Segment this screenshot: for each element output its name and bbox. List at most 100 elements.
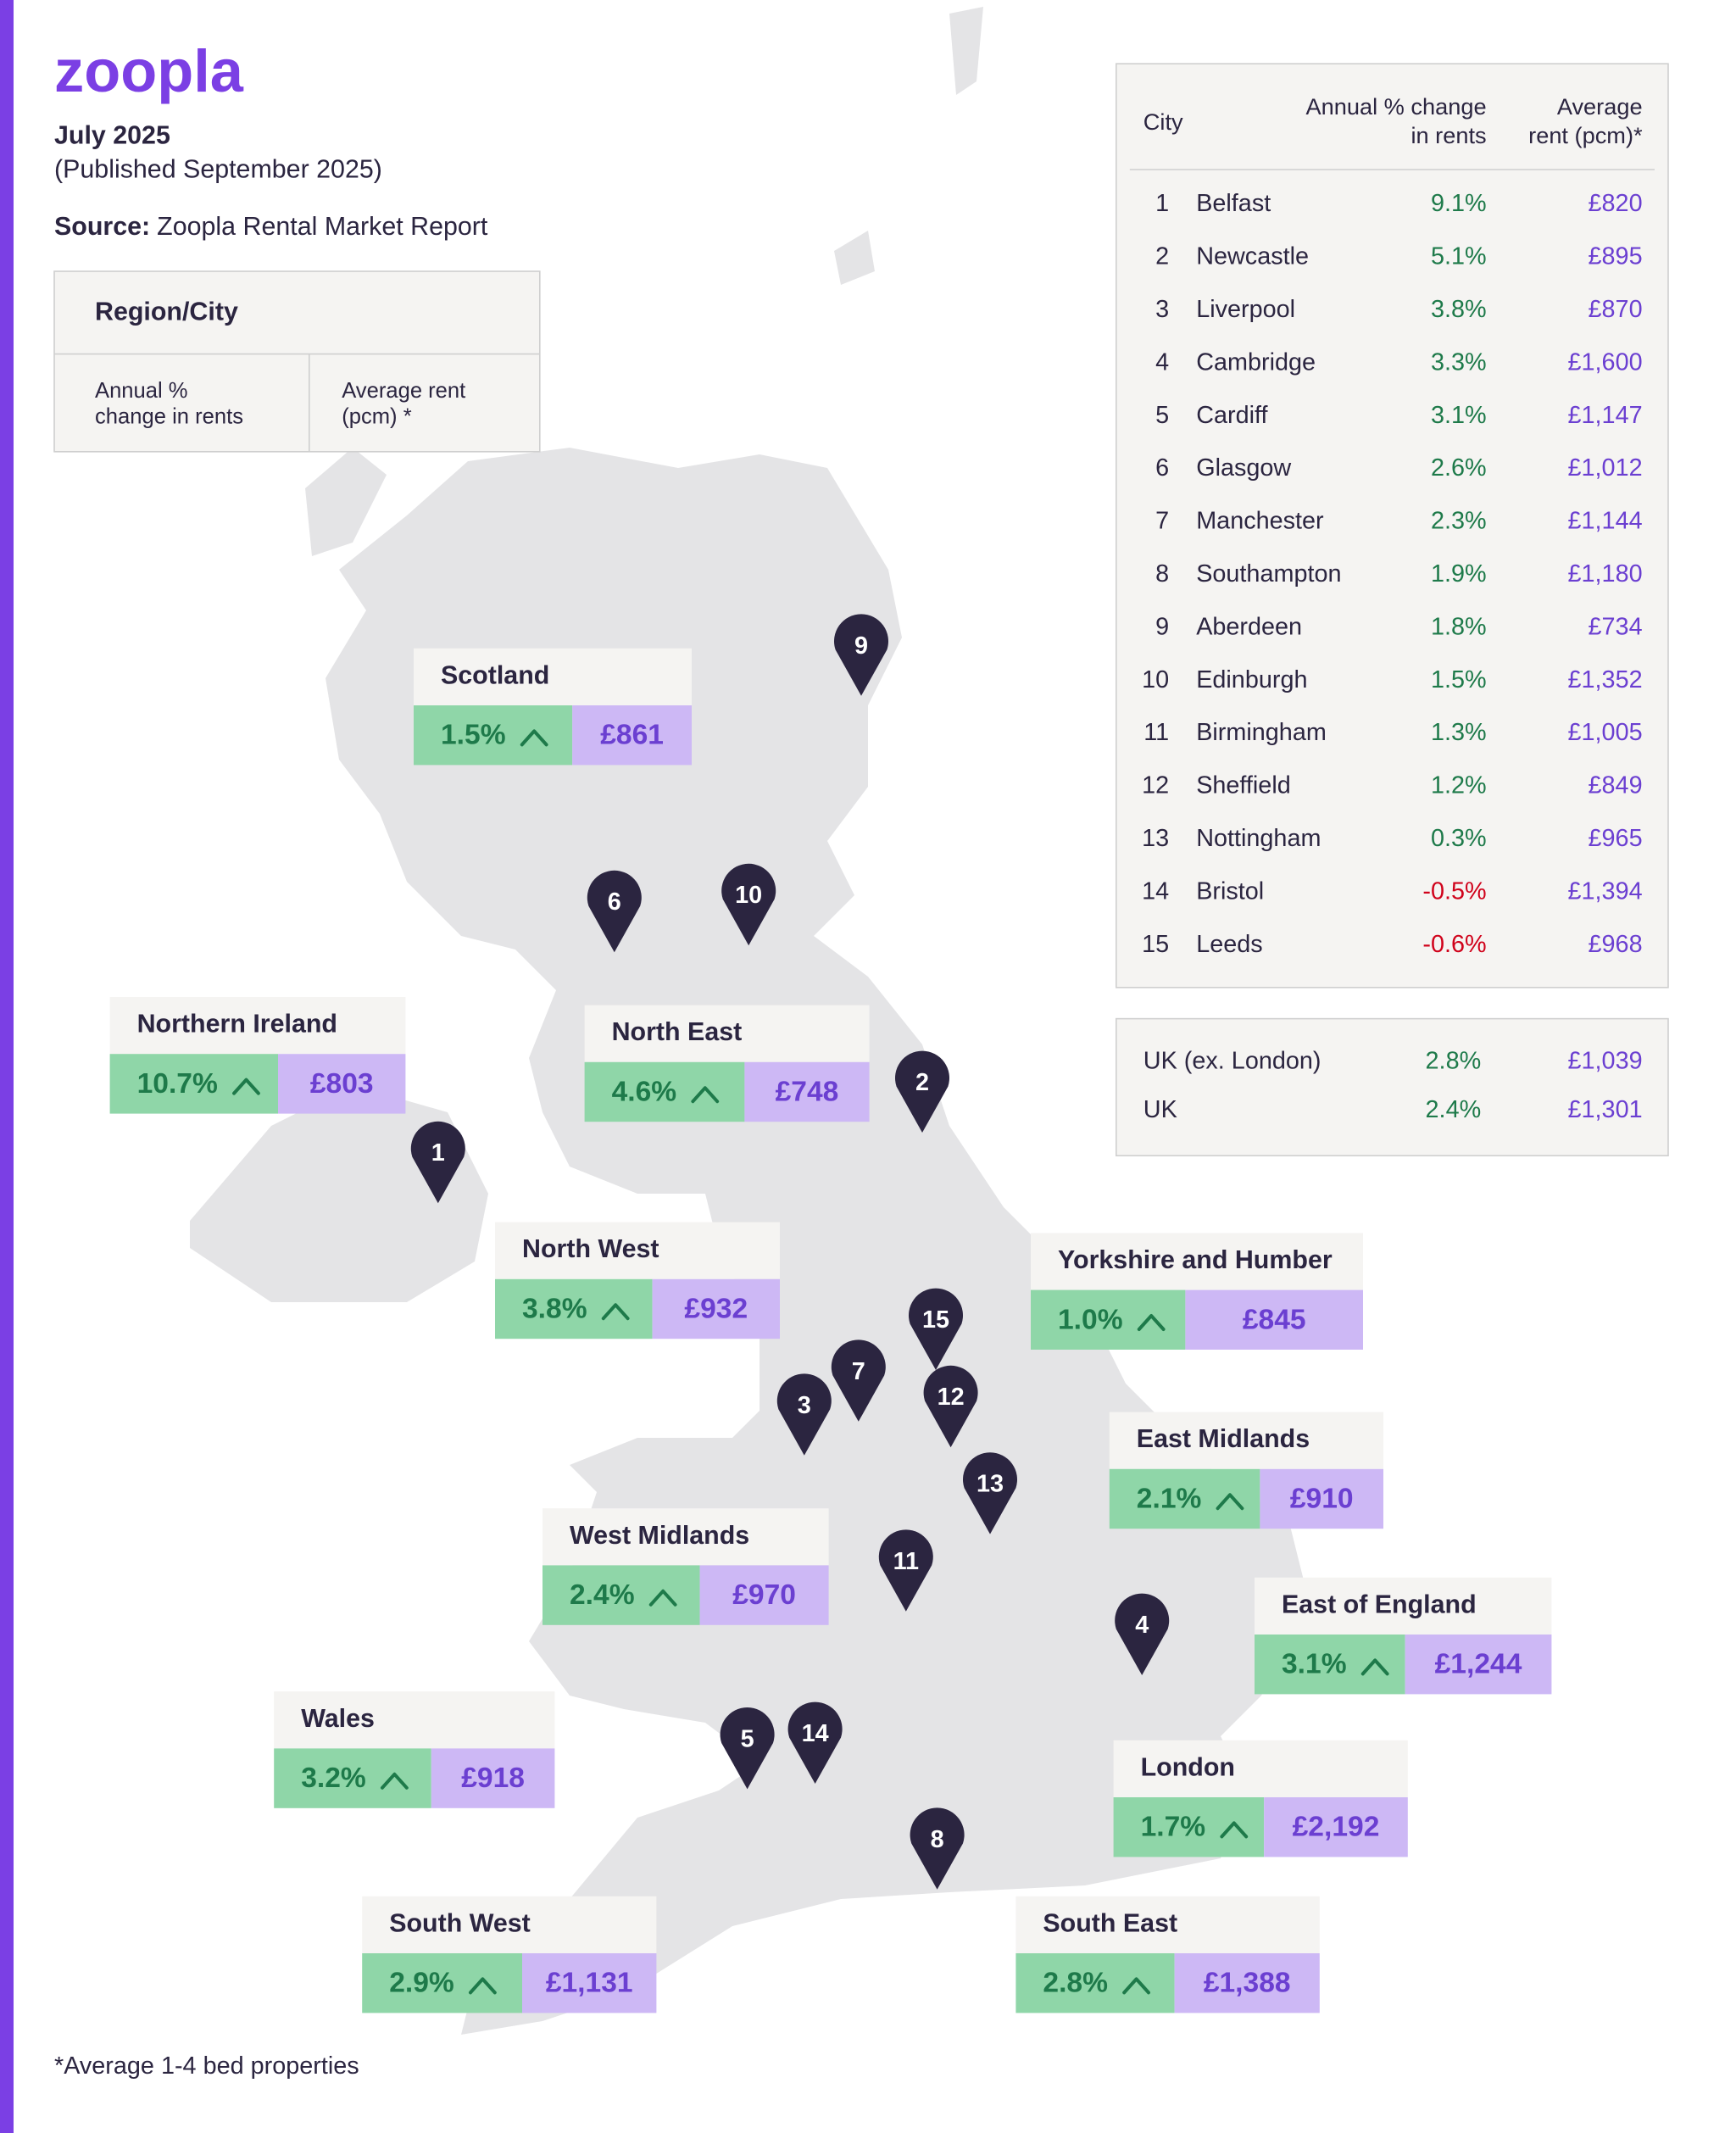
- rank: 1: [1155, 190, 1169, 217]
- up-arrow: [1360, 1658, 1389, 1676]
- up-arrow: [520, 729, 548, 747]
- rank: 8: [1155, 560, 1169, 588]
- region-change-cell: [1015, 1953, 1175, 2013]
- up-arrow: [380, 1772, 409, 1790]
- legend-title: Region/City: [95, 298, 238, 326]
- up-arrow: [1137, 1314, 1166, 1331]
- region-change: 3.8%: [522, 1293, 587, 1324]
- region-change: 1.0%: [1058, 1304, 1123, 1335]
- region-name: Wales: [301, 1704, 375, 1733]
- region-name: Northern Ireland: [137, 1010, 337, 1039]
- region-change-cell: [414, 705, 573, 766]
- legend-rent: Average rent: [342, 379, 465, 403]
- summary-rent: £1,301: [1568, 1096, 1643, 1123]
- region-change: 3.2%: [301, 1763, 366, 1794]
- city-rent: £1,600: [1568, 348, 1643, 376]
- region-rent: £970: [732, 1579, 796, 1611]
- region-header: [414, 648, 692, 705]
- table-header: City: [1143, 109, 1183, 135]
- region-box: South West 2.9% £1,131: [362, 1896, 657, 2013]
- region-rent: £2,192: [1293, 1812, 1380, 1843]
- region-change-cell: [495, 1278, 653, 1339]
- region-rent: £1,131: [546, 1968, 633, 1999]
- city: Newcastle: [1196, 243, 1309, 270]
- city-change: 5.1%: [1431, 243, 1487, 270]
- region-change: 3.1%: [1282, 1649, 1347, 1680]
- city-change: -0.6%: [1422, 931, 1486, 958]
- up-arrow: [1216, 1493, 1244, 1511]
- city: Cambridge: [1196, 348, 1316, 376]
- summary-rent: £1,039: [1568, 1047, 1643, 1074]
- region-change: 2.4%: [570, 1579, 635, 1611]
- city-change: 1.9%: [1431, 560, 1487, 588]
- city-rent: £734: [1589, 613, 1643, 640]
- region-change-cell: [584, 1061, 745, 1122]
- pin: 6: [587, 870, 642, 953]
- pin-label: 5: [741, 1725, 754, 1752]
- city-rent: £1,005: [1568, 719, 1643, 746]
- pin-shape: [923, 1365, 978, 1448]
- region-rent-cell: [572, 705, 692, 766]
- pin-shape: [909, 1288, 963, 1370]
- pin-label: 6: [608, 888, 621, 916]
- rank: 15: [1142, 931, 1169, 958]
- region-change-cell: [362, 1953, 522, 2013]
- source-name: Zoopla Rental Market Report: [157, 212, 488, 241]
- islands: [305, 7, 983, 556]
- pin-shape: [833, 614, 888, 696]
- region-rent-cell: [1264, 1797, 1408, 1857]
- city: Leeds: [1196, 931, 1262, 958]
- pin-label: 7: [852, 1358, 865, 1385]
- footnote: *Average 1-4 bed properties: [54, 2052, 359, 2080]
- region-rent-cell: [522, 1953, 657, 2013]
- legend-change: Annual %: [95, 379, 188, 403]
- region-box: South East 2.8% £1,388: [1015, 1896, 1320, 2013]
- side-bar: [0, 0, 14, 2133]
- region-rent: £1,388: [1204, 1968, 1291, 1999]
- legend-box: [53, 270, 541, 453]
- region-change: 4.6%: [612, 1076, 677, 1107]
- pin-shape: [831, 1339, 886, 1422]
- summary-change: 2.8%: [1426, 1047, 1482, 1074]
- period: July 2025: [54, 121, 170, 150]
- city: Belfast: [1196, 190, 1271, 217]
- rank: 5: [1155, 402, 1169, 429]
- pin: 2: [895, 1050, 949, 1133]
- region-rent: £845: [1243, 1304, 1306, 1335]
- region-box: East Midlands 2.1% £910: [1109, 1412, 1383, 1529]
- city-change: -0.5%: [1422, 877, 1486, 905]
- pin-shape: [721, 863, 776, 946]
- region-rent: £861: [600, 720, 664, 751]
- pin: 12: [923, 1365, 978, 1448]
- city: Aberdeen: [1196, 613, 1302, 640]
- city-change: 9.1%: [1431, 190, 1487, 217]
- pin-label: 8: [931, 1826, 944, 1853]
- pin: 1: [410, 1121, 465, 1204]
- region-header: [274, 1691, 555, 1749]
- pin-label: 14: [802, 1720, 829, 1747]
- table-header: rent (pcm)*: [1528, 122, 1643, 148]
- pin-label: 9: [854, 632, 868, 660]
- table-header: Annual % change: [1305, 93, 1486, 120]
- summary-box: [1116, 1017, 1669, 1156]
- pin: 7: [831, 1339, 886, 1422]
- region-rent: £748: [776, 1076, 839, 1107]
- region-name: South West: [389, 1908, 531, 1937]
- pin-shape: [720, 1707, 775, 1790]
- pin-label: 4: [1135, 1612, 1149, 1639]
- region-rent: £1,244: [1435, 1649, 1522, 1680]
- pin: 3: [776, 1373, 832, 1456]
- pin-shape: [787, 1701, 843, 1784]
- city-rent: £849: [1589, 772, 1643, 799]
- city-rent: £1,180: [1568, 560, 1643, 588]
- published: (Published September 2025): [54, 155, 382, 184]
- region-box: West Midlands 2.4% £970: [542, 1508, 829, 1625]
- rank: 12: [1142, 772, 1169, 799]
- region-rent-cell: [1260, 1468, 1383, 1529]
- city-change: 1.2%: [1431, 772, 1487, 799]
- rank: 11: [1143, 719, 1169, 746]
- pin-shape: [1115, 1593, 1170, 1675]
- summary-name: UK (ex. London): [1143, 1047, 1321, 1074]
- region-name: North East: [612, 1017, 743, 1046]
